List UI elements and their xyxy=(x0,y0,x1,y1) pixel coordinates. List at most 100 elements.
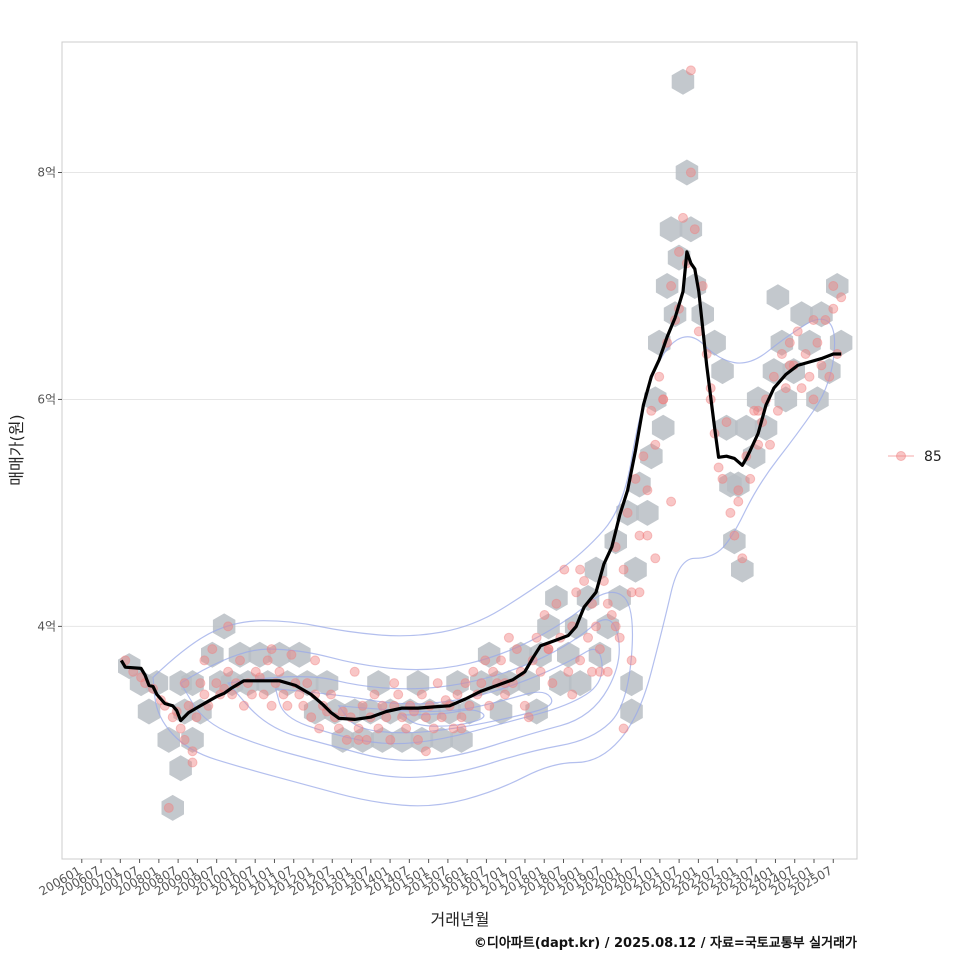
scatter-point xyxy=(250,666,261,677)
hexbin xyxy=(169,755,192,782)
hexbin xyxy=(735,414,758,441)
scatter-point xyxy=(792,326,803,337)
hexbin xyxy=(557,641,580,668)
scatter-point xyxy=(729,530,740,541)
scatter-point xyxy=(733,485,744,496)
hexbin xyxy=(181,670,204,697)
hexbin xyxy=(659,216,683,243)
x-axis: 2006012006072007012007072008012008072009… xyxy=(37,859,835,899)
scatter-point xyxy=(238,700,249,711)
hexbin xyxy=(829,329,853,356)
hexbin xyxy=(620,698,643,725)
hexbin xyxy=(715,414,738,441)
scatter-point xyxy=(567,689,578,700)
density-contour xyxy=(337,691,553,734)
scatter-point xyxy=(416,689,427,700)
hexbin xyxy=(636,499,659,526)
scatter-point xyxy=(658,394,669,405)
scatter-point xyxy=(448,723,459,734)
hexbin xyxy=(303,698,327,725)
hexbin xyxy=(367,670,390,697)
scatter-point xyxy=(780,383,791,394)
scatter-point xyxy=(559,564,570,575)
scatter-point xyxy=(456,712,467,723)
scatter-point xyxy=(816,360,827,371)
scatter-point xyxy=(812,337,823,348)
hexbin xyxy=(723,528,746,555)
scatter-point xyxy=(349,666,360,677)
scatter-point xyxy=(745,473,756,484)
hexbin xyxy=(497,670,521,697)
scatter-point xyxy=(227,689,238,700)
hexbin xyxy=(742,443,766,470)
scatter-point xyxy=(266,644,277,655)
scatter-point xyxy=(274,666,285,677)
scatter-point xyxy=(246,689,257,700)
scatter-point xyxy=(622,507,633,518)
scatter-point xyxy=(310,655,321,666)
scatter-point xyxy=(377,700,388,711)
scatter-point xyxy=(737,553,748,564)
contour-layer xyxy=(152,318,836,807)
scatter-point xyxy=(804,371,815,382)
scatter-point xyxy=(357,700,368,711)
hexbin xyxy=(331,726,355,753)
hexbin xyxy=(137,698,161,725)
scatter-point xyxy=(468,666,479,677)
scatter-point xyxy=(420,746,431,757)
y-tick-label: 4억 xyxy=(37,619,56,633)
hexbin xyxy=(608,585,631,611)
panel-background xyxy=(61,41,858,860)
scatter-point xyxy=(258,689,269,700)
hexbin xyxy=(430,726,453,753)
hexbin xyxy=(818,358,841,385)
scatter-point xyxy=(266,700,277,711)
scatter-point xyxy=(460,678,471,689)
y-tick-label: 6억 xyxy=(37,392,56,406)
hexbin xyxy=(549,670,572,697)
scatter-point xyxy=(618,723,629,734)
density-contour xyxy=(179,591,634,779)
hexbin xyxy=(568,670,592,697)
hexbin xyxy=(774,386,798,413)
hexbin xyxy=(545,585,568,611)
hexbin xyxy=(288,641,311,668)
scatter-point xyxy=(836,292,847,303)
scatter-point xyxy=(432,678,443,689)
scatter-point xyxy=(235,655,245,666)
scatter-point xyxy=(689,224,700,235)
hexbin xyxy=(624,556,647,583)
scatter-point xyxy=(772,405,783,416)
hexbin xyxy=(228,641,252,668)
y-axis: 4억 6억 8억 xyxy=(37,165,62,633)
scatter-point xyxy=(183,700,194,711)
hexbin xyxy=(189,698,212,725)
scatter-point xyxy=(808,315,819,325)
hexbin xyxy=(826,273,849,299)
scatter-point xyxy=(749,405,760,416)
hexbin xyxy=(371,726,394,753)
scatter-point xyxy=(650,553,661,564)
scatter-point xyxy=(294,689,305,700)
scatter-point xyxy=(314,723,325,734)
scatter-point xyxy=(575,564,586,575)
scatter-point xyxy=(353,734,364,745)
scatter-point xyxy=(808,394,819,405)
scatter-point xyxy=(583,632,593,643)
scatter-point xyxy=(456,723,467,734)
hexbin xyxy=(212,613,236,640)
scatter-point xyxy=(353,723,364,734)
density-contour xyxy=(226,619,620,761)
scatter-point xyxy=(571,587,582,598)
density-contour xyxy=(274,648,603,745)
scatter-point xyxy=(187,757,198,768)
hexbin xyxy=(655,273,679,299)
hexbin xyxy=(458,698,481,725)
scatter-point xyxy=(784,337,795,348)
scatter-point xyxy=(776,349,787,359)
scatter-point xyxy=(717,473,728,484)
scatter-point xyxy=(282,700,293,711)
scatter-point xyxy=(298,700,309,711)
scatter-point xyxy=(725,507,736,518)
x-axis-title: 거래년월 xyxy=(431,910,490,929)
